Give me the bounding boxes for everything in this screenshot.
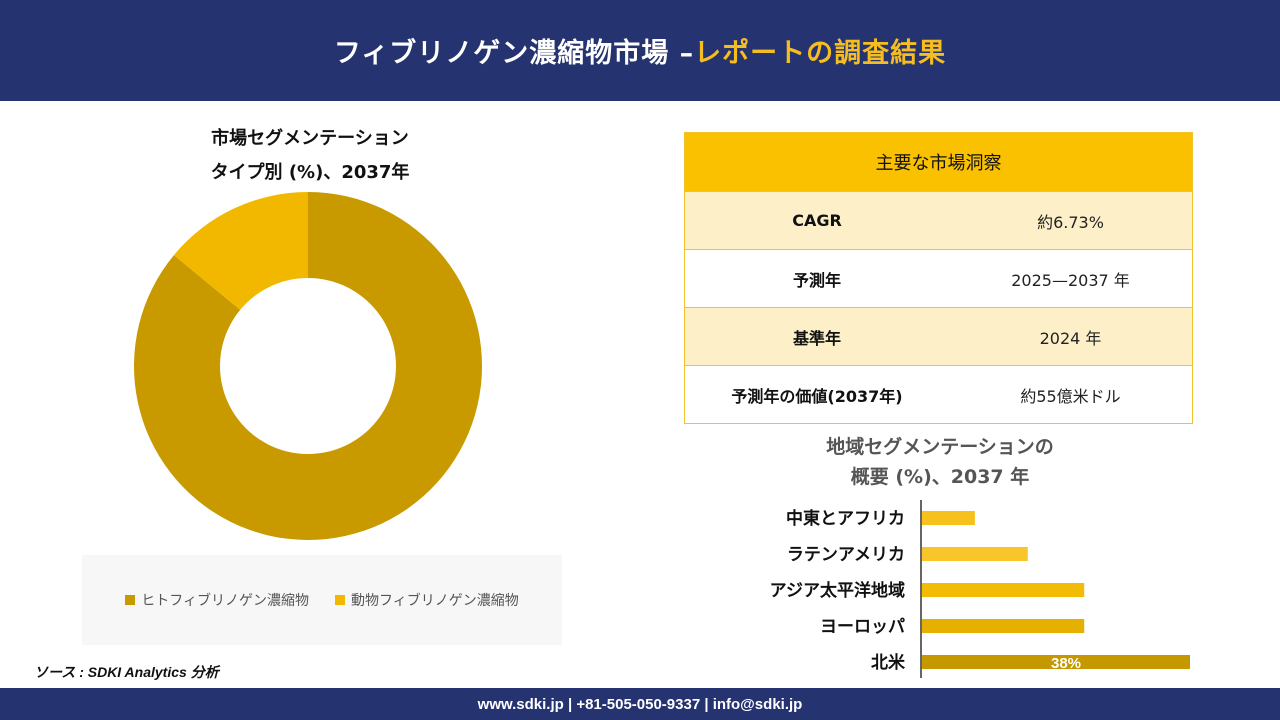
bar-4 <box>922 655 1190 669</box>
footer-contact: www.sdki.jp | +81-505-050-9337 | info@sd… <box>477 695 803 713</box>
insight-row-cagr: CAGR 約6.73% <box>685 191 1192 249</box>
footer-bar: www.sdki.jp | +81-505-050-9337 | info@sd… <box>0 688 1280 720</box>
insight-label: 予測年の価値(2037年) <box>731 386 903 406</box>
bar-chart-title: 地域セグメンテーションの 概要 (%)、2037 年 <box>760 432 1120 492</box>
insight-value: 約55億米ドル <box>1020 386 1121 406</box>
pie-chart-title: 市場セグメンテーション タイプ別 (%)、2037年 <box>120 122 500 190</box>
bar-title-line1: 地域セグメンテーションの <box>826 436 1054 458</box>
bar-category-label: ヨーロッパ <box>820 617 905 637</box>
legend-label-animal: 動物フィブリノゲン濃縮物 <box>351 593 519 609</box>
bar-data-label: 38% <box>1051 655 1081 672</box>
bar-category-label: 北米 <box>871 652 906 673</box>
bar-category-label: アジア太平洋地域 <box>770 580 905 601</box>
insight-label: 基準年 <box>792 328 841 348</box>
source-note: ソース : SDKI Analytics 分析 <box>34 664 219 680</box>
pie-legend: ヒトフィブリノゲン濃縮物 動物フィブリノゲン濃縮物 <box>82 555 562 645</box>
bar-2 <box>922 583 1085 597</box>
legend-item-human: ヒトフィブリノゲン濃縮物 <box>125 590 309 610</box>
bar-category-label: ラテンアメリカ <box>787 545 905 565</box>
donut-chart <box>134 192 482 540</box>
insight-value: 2024 年 <box>1039 328 1102 348</box>
bar-0 <box>922 511 975 525</box>
bar-title-line2: 概要 (%)、2037 年 <box>850 466 1030 488</box>
donut-slice-1 <box>173 192 308 310</box>
insight-row-forecast-year: 予測年 2025—2037 年 <box>685 249 1192 307</box>
insight-label: 予測年 <box>792 270 841 290</box>
legend-swatch-human <box>125 595 136 605</box>
bar-category-label: 中東とアフリカ <box>786 508 905 529</box>
insight-value: 約6.73% <box>1037 212 1104 232</box>
insights-heading: 主要な市場洞察 <box>685 133 1192 191</box>
insight-row-forecast-value: 予測年の価値(2037年) 約55億米ドル <box>685 365 1192 423</box>
bar-1 <box>922 547 1028 561</box>
page-title: フィブリノゲン濃縮物市場 –レポートの調査結果 <box>333 38 947 69</box>
legend-swatch-animal <box>335 595 345 605</box>
market-insights-table: 主要な市場洞察 CAGR 約6.73% 予測年 2025—2037 年 基準年 … <box>684 132 1193 424</box>
insight-value: 2025—2037 年 <box>1011 270 1130 290</box>
pie-title-line1: 市場セグメンテーション <box>211 128 409 149</box>
insight-row-base-year: 基準年 2024 年 <box>685 307 1192 365</box>
header-banner: フィブリノゲン濃縮物市場 –レポートの調査結果 <box>0 0 1280 101</box>
donut-slice-0 <box>134 192 482 540</box>
bar-3 <box>922 619 1085 633</box>
pie-title-line2: タイプ別 (%)、2037年 <box>210 162 410 183</box>
page-title-accent: レポートの調査結果 <box>694 38 947 69</box>
legend-label-human: ヒトフィブリノゲン濃縮物 <box>141 593 309 609</box>
legend-item-animal: 動物フィブリノゲン濃縮物 <box>335 590 519 610</box>
insight-label: CAGR <box>792 211 842 230</box>
